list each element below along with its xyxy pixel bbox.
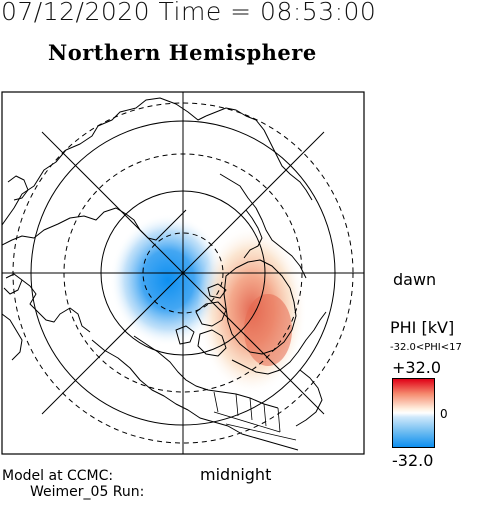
dawn-label: dawn: [393, 270, 437, 289]
colorbar-min-label: -32.0: [392, 451, 434, 470]
colorbar-title: PHI [kV]: [390, 318, 455, 337]
pole-marker: [181, 271, 185, 275]
colorbar-max-label: +32.0: [392, 358, 442, 377]
date-time-title: 07/12/2020 Time = 08:53:00: [1, 0, 377, 26]
model-label: Model at CCMC:: [2, 468, 114, 484]
colorbar: [392, 378, 435, 448]
colorbar-mid-label: 0: [440, 407, 448, 421]
polar-map: [1, 91, 365, 455]
midnight-label: midnight: [200, 465, 272, 484]
run-label: Weimer_05 Run:: [30, 484, 145, 500]
hemisphere-title: Northern Hemisphere: [48, 40, 317, 65]
positive-potential-core: [244, 294, 292, 366]
political-borders: [213, 391, 297, 441]
map-frame: [1, 91, 365, 455]
colorbar-range: -32.0<PHI<17: [390, 342, 462, 353]
coastlines: [2, 97, 327, 451]
